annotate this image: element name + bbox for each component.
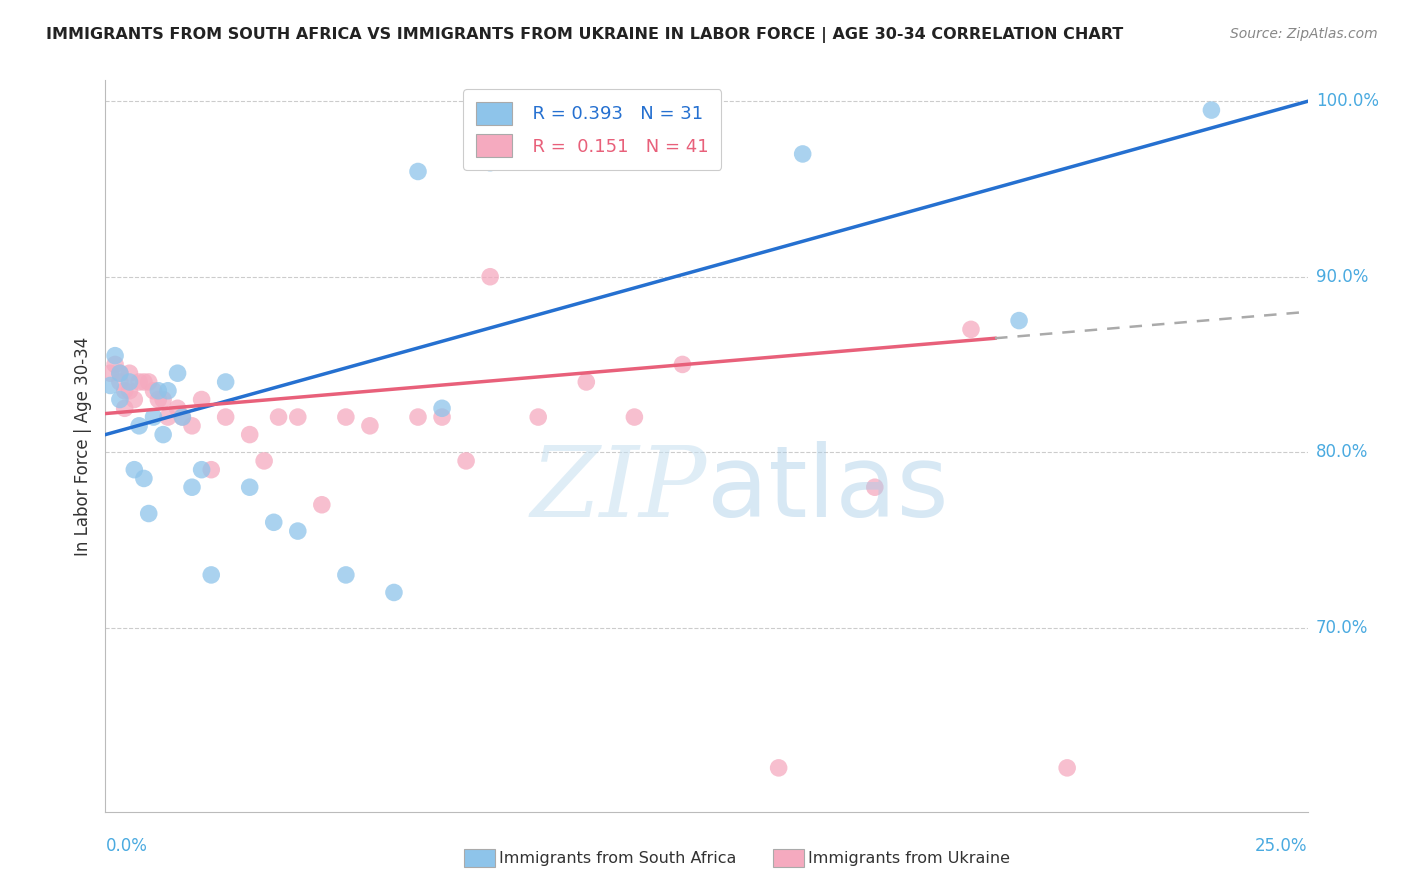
Point <box>190 392 212 407</box>
Point <box>118 366 141 380</box>
Point <box>479 269 502 284</box>
Point <box>335 568 357 582</box>
Point <box>239 480 262 494</box>
Point <box>181 418 204 433</box>
Point <box>1056 761 1078 775</box>
Point <box>267 410 290 425</box>
Point <box>671 358 693 372</box>
Point <box>172 410 194 425</box>
Point <box>454 454 477 468</box>
Point <box>132 375 155 389</box>
Point <box>287 410 309 425</box>
Point <box>359 418 381 433</box>
Point <box>792 147 814 161</box>
Point <box>263 516 285 530</box>
Point <box>108 375 131 389</box>
Point <box>214 375 236 389</box>
Point <box>98 378 121 392</box>
Point <box>239 427 262 442</box>
Point <box>166 401 188 416</box>
Point <box>768 761 790 775</box>
Point <box>166 366 188 380</box>
Legend:   R = 0.393   N = 31,   R =  0.151   N = 41: R = 0.393 N = 31, R = 0.151 N = 41 <box>464 89 721 170</box>
Point <box>406 164 429 178</box>
Point <box>114 401 136 416</box>
Point <box>253 454 276 468</box>
Point <box>152 392 174 407</box>
Point <box>200 463 222 477</box>
Point <box>311 498 333 512</box>
Point <box>1201 103 1223 117</box>
Text: IMMIGRANTS FROM SOUTH AFRICA VS IMMIGRANTS FROM UKRAINE IN LABOR FORCE | AGE 30-: IMMIGRANTS FROM SOUTH AFRICA VS IMMIGRAN… <box>46 27 1123 43</box>
Text: Source: ZipAtlas.com: Source: ZipAtlas.com <box>1230 27 1378 41</box>
Point <box>623 410 645 425</box>
Text: atlas: atlas <box>707 442 948 539</box>
Point <box>148 392 170 407</box>
Point <box>148 384 170 398</box>
Y-axis label: In Labor Force | Age 30-34: In Labor Force | Age 30-34 <box>73 336 91 556</box>
Point <box>104 349 127 363</box>
Point <box>287 524 309 538</box>
Point <box>156 410 179 425</box>
Point <box>128 375 150 389</box>
Point <box>406 410 429 425</box>
Point <box>200 568 222 582</box>
Point <box>152 427 174 442</box>
Point <box>104 358 127 372</box>
Point <box>142 384 165 398</box>
Point <box>142 410 165 425</box>
Point <box>430 410 453 425</box>
Point <box>156 384 179 398</box>
Point <box>138 375 160 389</box>
Point <box>128 418 150 433</box>
Point <box>430 401 453 416</box>
Text: 25.0%: 25.0% <box>1256 837 1308 855</box>
Point <box>335 410 357 425</box>
Text: 100.0%: 100.0% <box>1316 93 1379 111</box>
Point <box>98 366 121 380</box>
Point <box>108 392 131 407</box>
Point <box>479 155 502 169</box>
Point <box>1008 313 1031 327</box>
Text: 80.0%: 80.0% <box>1316 443 1368 461</box>
Point <box>960 322 983 336</box>
Point <box>382 585 405 599</box>
Point <box>527 410 550 425</box>
Point <box>114 384 136 398</box>
Point <box>181 480 204 494</box>
Point <box>124 392 146 407</box>
Text: 0.0%: 0.0% <box>105 837 148 855</box>
Text: 70.0%: 70.0% <box>1316 618 1368 637</box>
Point <box>138 507 160 521</box>
Point <box>124 463 146 477</box>
Point <box>118 384 141 398</box>
Text: ZIP: ZIP <box>530 442 707 538</box>
Point <box>118 375 141 389</box>
Point <box>172 410 194 425</box>
Point <box>575 375 598 389</box>
Point <box>863 480 886 494</box>
Point <box>190 463 212 477</box>
Point <box>214 410 236 425</box>
Point <box>132 471 155 485</box>
Text: Immigrants from Ukraine: Immigrants from Ukraine <box>808 851 1011 865</box>
Text: 90.0%: 90.0% <box>1316 268 1368 285</box>
Text: Immigrants from South Africa: Immigrants from South Africa <box>499 851 737 865</box>
Point <box>108 366 131 380</box>
Point <box>108 366 131 380</box>
Point <box>671 129 693 144</box>
